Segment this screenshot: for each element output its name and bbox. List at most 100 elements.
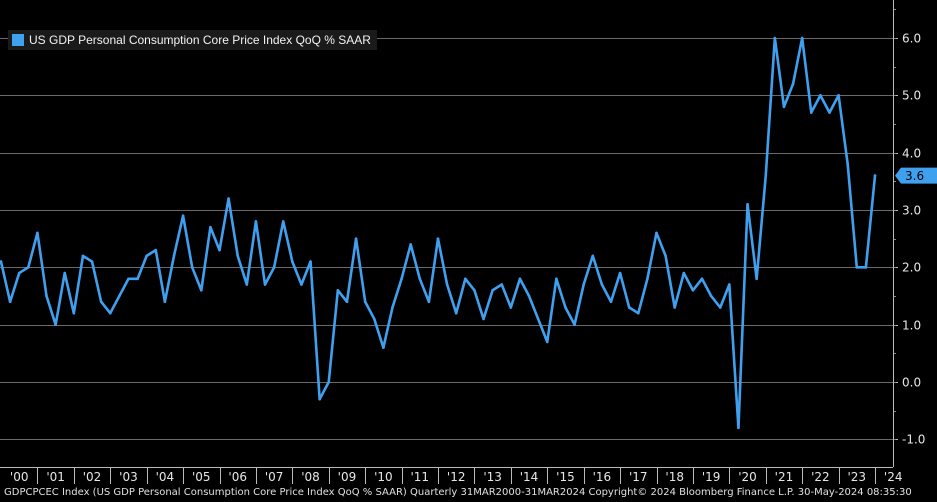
x-tick-label: '06	[228, 470, 247, 484]
data-point	[272, 266, 276, 269]
gridlines	[0, 38, 893, 440]
last-value-label: 3.6	[905, 169, 924, 183]
data-point	[409, 243, 412, 246]
data-point	[163, 300, 167, 304]
data-point	[555, 277, 558, 281]
data-point	[828, 111, 831, 114]
data-point	[545, 340, 549, 344]
y-tick-label: 6.0	[902, 32, 921, 46]
data-point	[591, 254, 595, 258]
x-tick-label: '08	[301, 470, 320, 484]
x-tick-label: '00	[10, 470, 29, 484]
data-point	[718, 306, 722, 309]
data-point	[782, 105, 786, 109]
data-point	[682, 271, 686, 275]
data-point	[709, 294, 713, 298]
data-point	[746, 202, 749, 206]
data-point	[81, 254, 85, 258]
data-point	[291, 260, 294, 263]
data-point	[582, 283, 585, 286]
data-point	[536, 317, 540, 321]
data-point	[500, 283, 504, 286]
data-point	[181, 214, 185, 218]
data-point	[190, 266, 194, 269]
data-point	[573, 323, 576, 326]
data-point	[482, 317, 485, 321]
data-point	[454, 311, 458, 315]
data-point	[691, 288, 695, 292]
data-point	[809, 111, 813, 114]
y-tick-label: 3.0	[902, 204, 921, 218]
data-point	[300, 283, 303, 286]
last-value-badge: 3.6	[895, 167, 937, 184]
data-point	[400, 277, 403, 281]
footer-source: GDPCPCEC Index (US GDP Personal Consumpt…	[4, 487, 912, 498]
data-point	[764, 174, 768, 177]
x-tick-label: '13	[483, 470, 502, 484]
data-point	[609, 300, 613, 304]
data-point	[245, 283, 249, 286]
data-point	[737, 426, 740, 430]
data-point	[254, 220, 258, 223]
data-point	[627, 306, 631, 309]
data-point	[473, 288, 476, 292]
x-tick-label: '19	[702, 470, 721, 484]
data-point	[382, 346, 385, 349]
data-point	[728, 283, 731, 286]
data-point	[17, 271, 21, 275]
data-point	[0, 260, 3, 263]
data-point	[8, 300, 12, 304]
data-point	[309, 260, 312, 263]
x-tick-label: '24	[884, 470, 903, 484]
x-tick-label: '22	[811, 470, 830, 484]
data-point	[664, 254, 667, 258]
data-point	[837, 94, 840, 97]
data-point	[199, 288, 203, 292]
x-axis: '00 '01 '02 '03 '04 '05 '06 '07 '08 '09 '10 '11 '12 '…	[0, 467, 902, 484]
data-point	[464, 277, 467, 281]
data-point	[700, 277, 704, 281]
data-point	[600, 283, 604, 286]
legend-swatch	[12, 34, 24, 46]
data-point	[327, 380, 331, 384]
data-point	[819, 94, 822, 97]
data-point	[27, 266, 30, 269]
legend-label: US GDP Personal Consumption Core Price I…	[29, 33, 371, 47]
y-tick-label: 4.0	[902, 147, 921, 161]
data-point	[345, 300, 349, 304]
data-point	[773, 36, 777, 40]
data-point	[172, 254, 176, 258]
data-point	[491, 288, 494, 292]
y-tick-label: 5.0	[902, 89, 921, 103]
data-point	[118, 294, 121, 298]
x-tick-label: '20	[738, 470, 757, 484]
data-point	[218, 248, 221, 252]
data-point	[336, 288, 340, 292]
x-tick-label: '02	[83, 470, 102, 484]
x-tick-label: '11	[411, 470, 430, 484]
x-tick-label: '04	[156, 470, 175, 484]
data-point	[391, 306, 394, 309]
data-point	[36, 231, 39, 235]
x-tick-label: '23	[848, 470, 867, 484]
x-tick-label: '03	[119, 470, 138, 484]
data-point	[145, 254, 148, 258]
data-point	[363, 300, 367, 304]
x-tick-label: '10	[374, 470, 393, 484]
data-point	[72, 311, 76, 315]
data-point	[655, 231, 658, 235]
data-point	[509, 306, 513, 309]
last-value-badge-shape	[895, 167, 937, 184]
x-tick-label: '05	[192, 470, 211, 484]
data-point	[527, 294, 531, 298]
data-point	[518, 277, 522, 281]
data-point	[800, 36, 804, 40]
data-point	[564, 306, 567, 309]
x-tick-label: '09	[338, 470, 357, 484]
data-point	[618, 271, 622, 275]
data-point	[90, 260, 94, 263]
data-point	[63, 271, 67, 275]
data-point	[791, 82, 795, 86]
x-tick-label: '01	[46, 470, 65, 484]
data-point	[673, 306, 677, 309]
